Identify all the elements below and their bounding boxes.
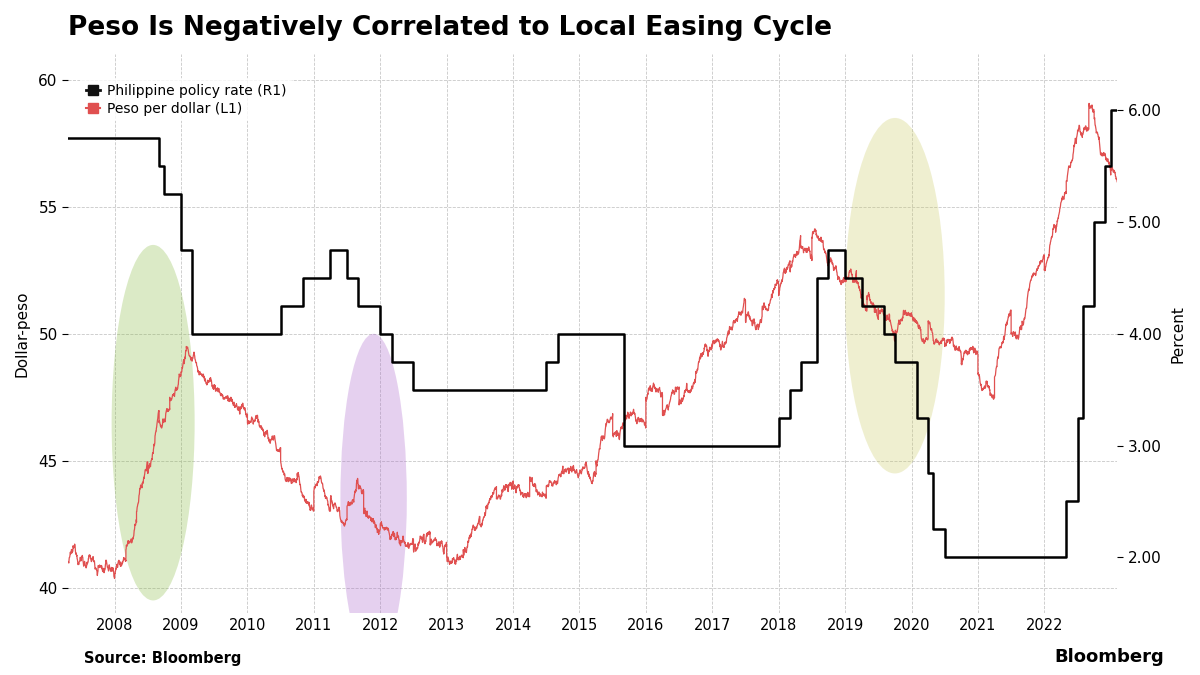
Ellipse shape — [845, 118, 944, 473]
Text: Peso Is Negatively Correlated to Local Easing Cycle: Peso Is Negatively Correlated to Local E… — [68, 15, 832, 41]
Ellipse shape — [341, 334, 407, 664]
Legend: Philippine policy rate (R1), Peso per dollar (L1): Philippine policy rate (R1), Peso per do… — [80, 78, 292, 121]
Text: Bloomberg: Bloomberg — [1055, 648, 1164, 666]
Text: Source: Bloomberg: Source: Bloomberg — [84, 651, 241, 666]
Y-axis label: Dollar-peso: Dollar-peso — [14, 290, 30, 377]
Ellipse shape — [112, 245, 194, 601]
Y-axis label: Percent: Percent — [1170, 305, 1186, 362]
